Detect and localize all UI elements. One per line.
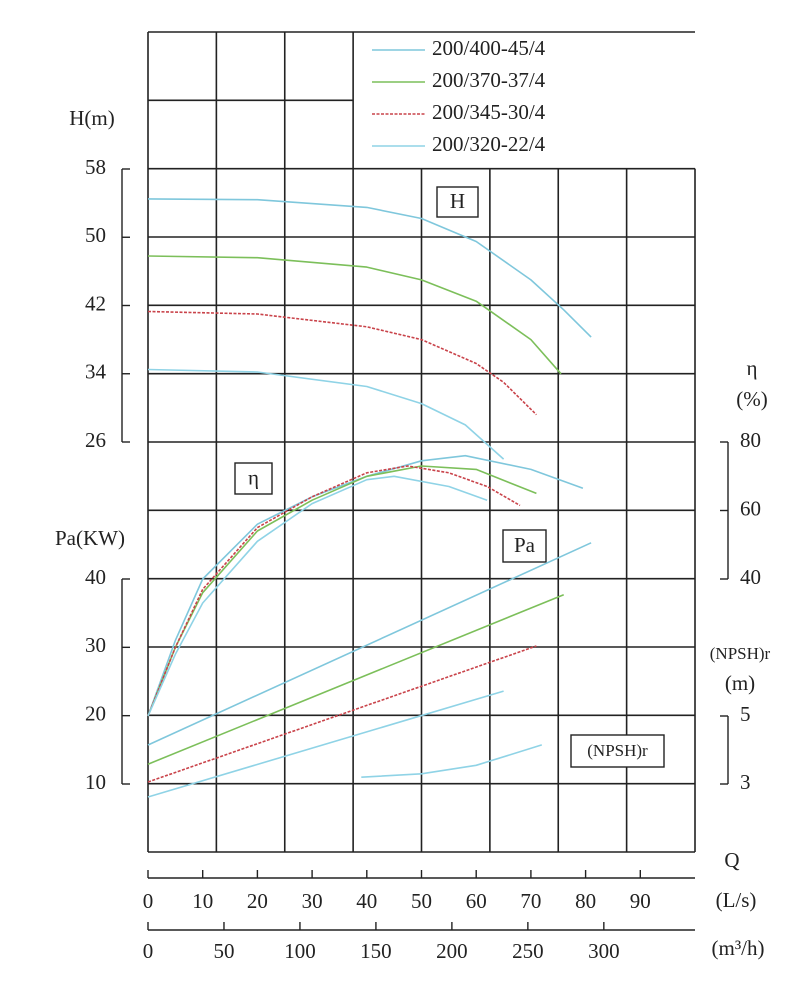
y-tick-label: 5 — [740, 702, 751, 726]
axis-unit: (m) — [725, 671, 755, 695]
y-tick-label: 80 — [740, 428, 761, 452]
x-tick-label: 50 — [213, 939, 234, 963]
x-tick-label: 70 — [520, 889, 541, 913]
curve — [147, 310, 537, 416]
x-tick-label: 50 — [411, 889, 432, 913]
curve — [147, 542, 592, 746]
x-tick-label: 100 — [284, 939, 316, 963]
x-tick-label: 90 — [630, 889, 651, 913]
x-tick-label: 0 — [143, 889, 154, 913]
x-tick-label: 150 — [360, 939, 392, 963]
legend-label: 200/370-37/4 — [432, 68, 546, 92]
y-tick-label: 10 — [85, 770, 106, 794]
x-tick-label: 40 — [356, 889, 377, 913]
axis-title: η — [747, 356, 758, 380]
y-tick-label: 50 — [85, 223, 106, 247]
y-tick-label: 42 — [85, 291, 106, 315]
curve — [147, 454, 584, 717]
curve — [147, 255, 562, 375]
axis-title: Pa(KW) — [55, 526, 125, 550]
axis-title: (NPSH)r — [710, 644, 771, 663]
y-tick-label: 40 — [85, 565, 106, 589]
curve — [147, 645, 537, 783]
x-tick-label: 30 — [302, 889, 323, 913]
y-tick-label: 60 — [740, 496, 761, 520]
curve — [147, 368, 505, 460]
legend-label: 200/400-45/4 — [432, 36, 546, 60]
x-tick-label: 250 — [512, 939, 544, 963]
curve — [147, 465, 537, 717]
annotation-box — [502, 529, 547, 563]
annotation-box — [234, 462, 273, 495]
y-tick-label: 34 — [85, 360, 107, 384]
legend-label: 200/345-30/4 — [432, 100, 546, 124]
annotation: H — [450, 189, 465, 213]
x-tick-label: 20 — [247, 889, 268, 913]
curve — [361, 744, 543, 778]
y-tick-label: 58 — [85, 155, 106, 179]
annotation: (NPSH)r — [587, 741, 648, 760]
annotation: η — [248, 465, 259, 489]
y-tick-label: 20 — [85, 701, 106, 725]
annotation: Pa — [514, 533, 536, 557]
x-tick-label: 200 — [436, 939, 468, 963]
curve — [147, 465, 521, 717]
y-tick-label: 3 — [740, 770, 751, 794]
curve — [147, 690, 504, 798]
x-tick-label: 10 — [192, 889, 213, 913]
x-tick-label: 0 — [143, 939, 154, 963]
legend-label: 200/320-22/4 — [432, 132, 546, 156]
annotation-box — [570, 734, 665, 768]
axis-unit: (m³/h) — [712, 936, 765, 960]
y-tick-label: 30 — [85, 633, 106, 657]
axis-unit: (%) — [736, 387, 767, 411]
x-tick-label: 60 — [466, 889, 487, 913]
y-tick-label: 40 — [740, 565, 761, 589]
axis-title: Q — [724, 848, 739, 872]
annotation-box — [436, 186, 479, 218]
curve — [147, 198, 592, 338]
x-tick-label: 300 — [588, 939, 620, 963]
curve — [147, 475, 488, 717]
y-tick-label: 26 — [85, 428, 106, 452]
axis-title: H(m) — [69, 106, 115, 130]
x-tick-label: 80 — [575, 889, 596, 913]
legend-bg — [356, 34, 693, 166]
axis-unit: (L/s) — [716, 888, 757, 912]
curve — [147, 593, 565, 765]
